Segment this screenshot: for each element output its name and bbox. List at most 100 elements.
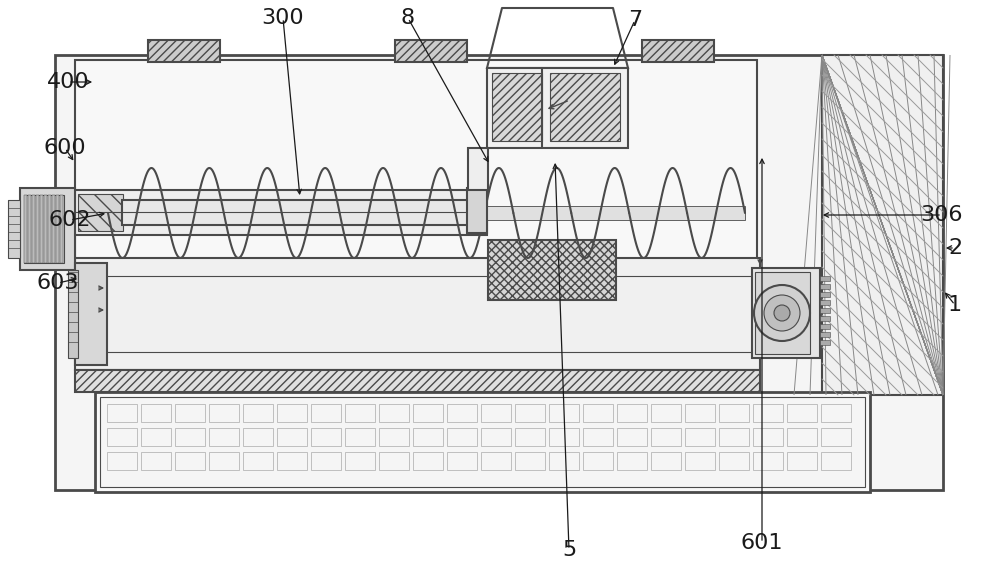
- Bar: [36, 195, 39, 263]
- Bar: [481, 428, 511, 446]
- Circle shape: [764, 295, 800, 331]
- Text: 7: 7: [628, 10, 642, 30]
- Bar: [107, 428, 137, 446]
- Bar: [821, 428, 851, 446]
- Bar: [787, 452, 817, 470]
- Bar: [719, 428, 749, 446]
- Bar: [277, 452, 307, 470]
- Bar: [685, 452, 715, 470]
- Bar: [820, 276, 830, 281]
- Bar: [311, 404, 341, 422]
- Bar: [515, 404, 545, 422]
- Bar: [32, 195, 35, 263]
- Bar: [642, 40, 714, 62]
- Bar: [549, 404, 579, 422]
- Bar: [413, 452, 443, 470]
- Text: 600: 600: [44, 138, 86, 158]
- Bar: [685, 404, 715, 422]
- Bar: [277, 404, 307, 422]
- Bar: [395, 40, 467, 62]
- Bar: [583, 452, 613, 470]
- Text: 306: 306: [921, 205, 963, 225]
- Bar: [515, 452, 545, 470]
- Bar: [468, 148, 488, 190]
- Bar: [447, 428, 477, 446]
- Bar: [8, 200, 20, 258]
- Bar: [820, 340, 830, 345]
- Bar: [277, 428, 307, 446]
- Text: 400: 400: [47, 72, 89, 92]
- Bar: [141, 452, 171, 470]
- Bar: [753, 404, 783, 422]
- Bar: [55, 55, 943, 490]
- Bar: [243, 428, 273, 446]
- Bar: [175, 428, 205, 446]
- Bar: [122, 200, 472, 225]
- Text: 300: 300: [262, 8, 304, 28]
- Bar: [141, 428, 171, 446]
- Bar: [821, 452, 851, 470]
- Bar: [78, 194, 123, 231]
- Bar: [68, 270, 78, 358]
- Bar: [820, 324, 830, 329]
- Bar: [75, 370, 760, 392]
- Bar: [413, 404, 443, 422]
- Bar: [148, 40, 220, 62]
- Text: 1: 1: [948, 295, 962, 315]
- Bar: [107, 404, 137, 422]
- Bar: [447, 404, 477, 422]
- Bar: [549, 452, 579, 470]
- Bar: [413, 428, 443, 446]
- Bar: [209, 428, 239, 446]
- Bar: [617, 404, 647, 422]
- Bar: [651, 452, 681, 470]
- Bar: [175, 404, 205, 422]
- Bar: [243, 404, 273, 422]
- Bar: [719, 452, 749, 470]
- Bar: [488, 240, 616, 300]
- Text: 601: 601: [741, 533, 783, 553]
- Bar: [753, 428, 783, 446]
- Bar: [209, 404, 239, 422]
- Bar: [481, 404, 511, 422]
- Bar: [447, 452, 477, 470]
- Bar: [617, 452, 647, 470]
- Bar: [820, 300, 830, 305]
- Bar: [379, 428, 409, 446]
- Bar: [60, 195, 63, 263]
- Bar: [550, 73, 620, 141]
- Bar: [487, 68, 628, 148]
- Bar: [583, 428, 613, 446]
- Bar: [467, 188, 487, 233]
- Bar: [75, 60, 757, 280]
- Bar: [755, 272, 810, 354]
- Bar: [107, 452, 137, 470]
- Bar: [311, 452, 341, 470]
- Text: 603: 603: [37, 273, 79, 293]
- Bar: [345, 452, 375, 470]
- Bar: [787, 404, 817, 422]
- Bar: [56, 195, 59, 263]
- Bar: [75, 258, 760, 370]
- Bar: [108, 206, 745, 220]
- Bar: [820, 308, 830, 313]
- Bar: [651, 428, 681, 446]
- Bar: [75, 190, 487, 235]
- Bar: [28, 195, 31, 263]
- Bar: [24, 195, 64, 263]
- Text: 5: 5: [562, 540, 576, 560]
- Bar: [752, 268, 820, 358]
- Bar: [20, 188, 75, 270]
- Text: 602: 602: [49, 210, 91, 230]
- Circle shape: [754, 285, 810, 341]
- Bar: [345, 428, 375, 446]
- Bar: [379, 404, 409, 422]
- Bar: [515, 428, 545, 446]
- Bar: [719, 404, 749, 422]
- Bar: [820, 316, 830, 321]
- Bar: [549, 428, 579, 446]
- Bar: [311, 428, 341, 446]
- Bar: [48, 195, 51, 263]
- Bar: [209, 452, 239, 470]
- Bar: [24, 195, 27, 263]
